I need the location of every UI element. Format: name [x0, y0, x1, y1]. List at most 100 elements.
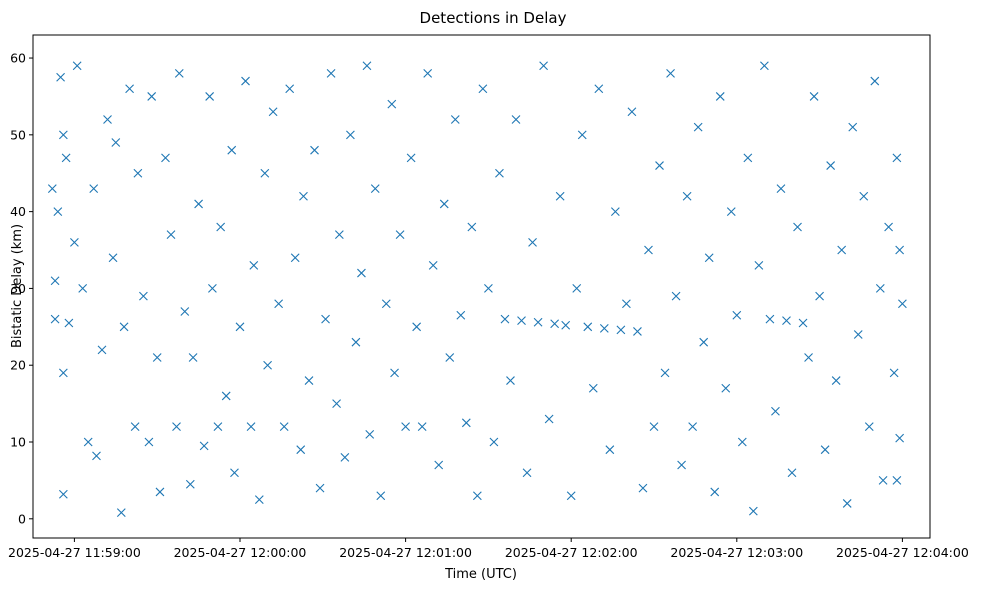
data-point	[677, 460, 686, 470]
data-point	[765, 314, 775, 324]
data-point	[332, 399, 341, 408]
data-point	[599, 323, 609, 333]
data-point	[205, 92, 215, 101]
data-point	[583, 322, 593, 332]
data-point	[70, 237, 79, 247]
plot-frame	[32, 34, 931, 539]
data-point	[227, 145, 237, 155]
data-point	[340, 452, 350, 462]
data-point	[423, 69, 433, 78]
data-point	[875, 284, 885, 293]
data-point	[506, 376, 515, 385]
data-point	[64, 318, 74, 328]
data-point	[517, 316, 526, 326]
data-point	[478, 84, 488, 94]
data-point	[370, 184, 380, 193]
data-point	[793, 222, 802, 232]
data-point	[119, 322, 129, 332]
data-point	[539, 61, 548, 71]
data-point	[376, 491, 386, 501]
data-point	[688, 422, 698, 432]
data-point	[58, 130, 68, 140]
x-tick-label: 2025-04-27 12:03:00	[670, 545, 803, 560]
data-point	[58, 368, 68, 378]
data-point	[172, 422, 181, 432]
data-point	[771, 406, 780, 416]
data-point	[754, 260, 764, 270]
data-point	[859, 191, 869, 201]
x-tick-label: 2025-04-27 12:04:00	[836, 545, 969, 560]
data-point	[290, 253, 300, 263]
data-point	[495, 168, 504, 178]
data-point	[199, 441, 209, 451]
data-point	[108, 253, 118, 263]
data-point	[467, 222, 477, 232]
data-point	[111, 138, 121, 147]
data-point	[721, 383, 731, 393]
data-point	[715, 92, 725, 101]
data-point	[304, 376, 314, 385]
data-point	[732, 310, 742, 320]
data-point	[221, 391, 231, 401]
data-point	[285, 84, 295, 94]
data-point	[53, 207, 63, 217]
data-point	[161, 153, 170, 163]
data-point	[387, 99, 397, 109]
data-point	[125, 84, 134, 94]
y-tick-label: 50	[10, 127, 26, 142]
data-point	[208, 284, 217, 293]
data-point	[889, 368, 899, 378]
data-point	[401, 422, 410, 432]
data-point	[644, 245, 653, 255]
data-point	[456, 310, 466, 320]
data-point	[315, 483, 325, 493]
data-point	[895, 245, 905, 255]
data-point	[326, 69, 336, 78]
data-point	[274, 299, 284, 309]
data-point	[853, 330, 863, 339]
data-marks	[47, 61, 907, 518]
data-point	[577, 130, 587, 140]
data-point	[144, 437, 154, 447]
data-point	[296, 445, 306, 455]
data-point	[704, 253, 714, 263]
data-point	[230, 468, 239, 478]
data-point	[878, 476, 888, 485]
data-point	[666, 69, 675, 78]
data-point	[450, 115, 460, 124]
data-point	[533, 317, 543, 327]
data-point	[895, 433, 905, 443]
data-point	[116, 508, 126, 518]
data-point	[279, 422, 289, 432]
data-point	[826, 161, 836, 170]
data-point	[760, 61, 769, 71]
y-tick-label: 10	[10, 435, 26, 450]
data-point	[566, 491, 576, 501]
data-point	[815, 291, 824, 301]
data-point	[633, 327, 642, 336]
data-point	[572, 284, 582, 293]
data-point	[50, 314, 60, 324]
data-point	[299, 191, 308, 201]
data-point	[787, 468, 797, 478]
data-point	[655, 161, 664, 170]
data-point	[616, 325, 626, 335]
data-point	[782, 316, 791, 326]
data-point	[649, 422, 659, 432]
data-point	[263, 360, 272, 370]
data-point	[417, 422, 427, 432]
data-point	[381, 299, 391, 309]
y-tick-label: 0	[18, 511, 26, 526]
data-point	[139, 291, 148, 301]
x-tick-label: 2025-04-27 12:02:00	[505, 545, 638, 560]
data-point	[699, 337, 709, 347]
data-point	[188, 353, 198, 362]
data-point	[594, 84, 604, 94]
data-point	[357, 268, 366, 278]
data-point	[249, 260, 259, 270]
data-point	[50, 276, 60, 286]
data-point	[58, 489, 68, 499]
data-point	[892, 476, 902, 485]
data-point	[103, 115, 112, 124]
x-axis-label: Time (UTC)	[444, 567, 517, 582]
